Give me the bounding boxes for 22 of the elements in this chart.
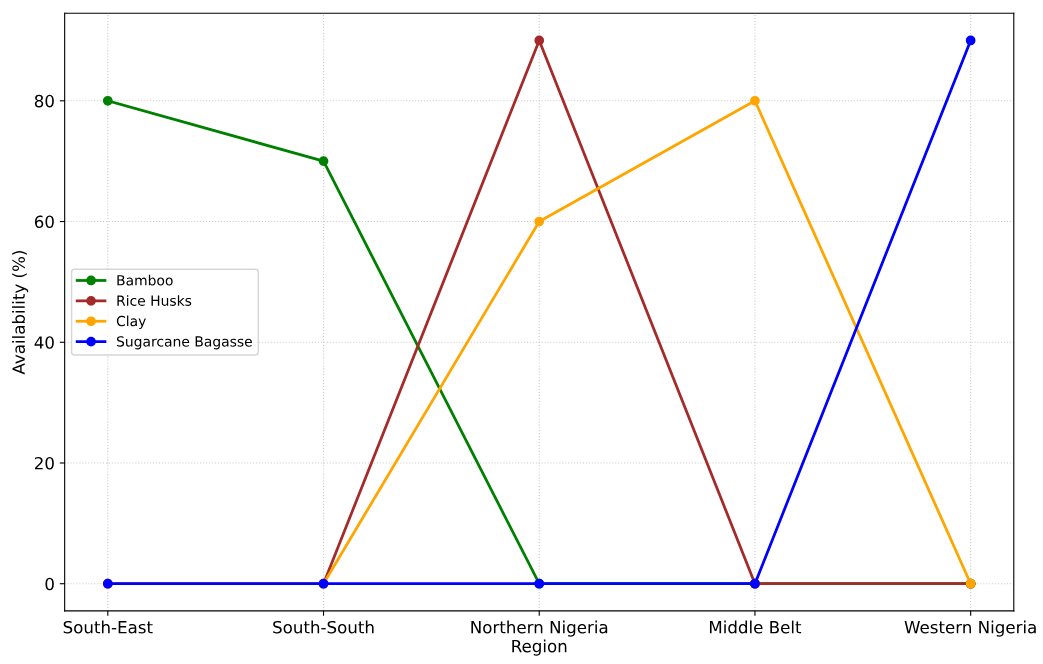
legend-label: Bamboo bbox=[117, 274, 173, 286]
x-tick-label: South-South bbox=[273, 620, 374, 634]
x-axis-title: Region bbox=[512, 639, 567, 656]
y-tick-label: 80 bbox=[34, 94, 54, 108]
point bbox=[534, 216, 545, 227]
x-tick-label: Middle Belt bbox=[709, 620, 802, 634]
y-tick-label: 60 bbox=[34, 215, 54, 229]
point bbox=[750, 95, 760, 106]
y-tick-label: 40 bbox=[34, 336, 54, 349]
point bbox=[965, 35, 976, 46]
point bbox=[102, 95, 113, 106]
x-tick-label: South-East bbox=[63, 620, 153, 634]
legend-label: Clay bbox=[116, 315, 146, 329]
y-axis-title: Availability (%) bbox=[12, 251, 29, 375]
x-tick-label: Northern Nigeria bbox=[471, 620, 608, 637]
point bbox=[534, 35, 545, 46]
y-tick-label: 0 bbox=[45, 577, 54, 591]
legend-label: Rice Husks bbox=[117, 295, 192, 306]
y-tick-label: 20 bbox=[34, 456, 54, 470]
legend-label: Sugarcane Bagasse bbox=[116, 336, 252, 350]
point bbox=[318, 156, 329, 167]
x-tick-label: Western Nigeria bbox=[904, 620, 1036, 637]
